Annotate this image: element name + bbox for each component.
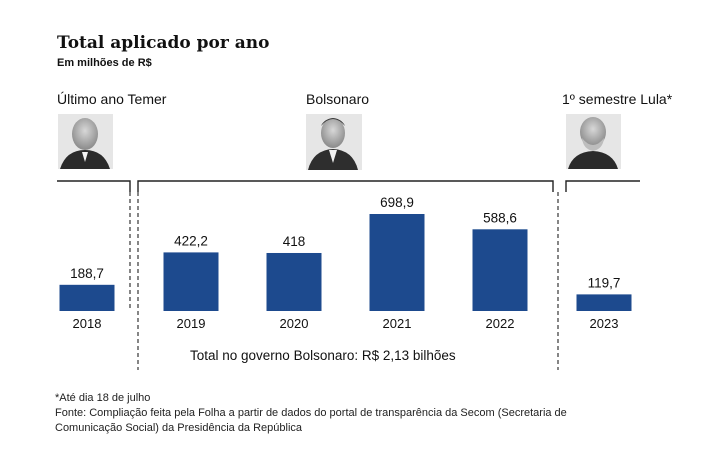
- temer-portrait-photo: [58, 114, 113, 169]
- group-label-bolsonaro: Bolsonaro: [306, 91, 369, 107]
- value-label-2018: 188,7: [70, 266, 104, 281]
- bar-2023: [576, 294, 632, 311]
- bracket-temer: [57, 180, 131, 192]
- bar-2022: [472, 229, 528, 311]
- bars-layer: 188,7 2018 422,2 2019 418 2020 698,9 2021 588,6 2…: [59, 195, 632, 331]
- bar-2021: [369, 214, 425, 311]
- bolsonaro-portrait-photo: [306, 114, 362, 170]
- tick-label-2022: 2022: [486, 316, 515, 331]
- chart-subtitle: Em milhões de R$: [57, 57, 152, 69]
- bracket-bolsonaro: [137, 180, 554, 192]
- lula-portrait-photo: [566, 114, 621, 169]
- tick-label-2023: 2023: [590, 316, 619, 331]
- footnote-source-line1: Fonte: Compliação feita pela Folha a par…: [55, 407, 567, 419]
- tick-label-2019: 2019: [177, 316, 206, 331]
- tick-label-2018: 2018: [73, 316, 102, 331]
- value-label-2019: 422,2: [174, 233, 208, 248]
- value-label-2022: 588,6: [483, 210, 517, 225]
- chart-title: Total aplicado por ano: [57, 33, 269, 53]
- value-label-2021: 698,9: [380, 195, 414, 210]
- group-label-temer: Último ano Temer: [57, 91, 167, 107]
- footnote-source-line2: Comunicação Social) da Presidência da Re…: [55, 422, 303, 434]
- total-bolsonaro-annotation: Total no governo Bolsonaro: R$ 2,13 bilh…: [190, 348, 456, 363]
- tick-label-2020: 2020: [280, 316, 309, 331]
- footnote-date: *Até dia 18 de julho: [55, 392, 150, 404]
- tick-label-2021: 2021: [383, 316, 412, 331]
- value-label-2020: 418: [283, 234, 306, 249]
- group-label-lula: 1º semestre Lula*: [562, 91, 673, 107]
- bar-2020: [266, 252, 322, 311]
- bar-2019: [163, 252, 219, 311]
- bracket-lula: [565, 180, 640, 192]
- bar-2018: [59, 284, 115, 311]
- value-label-2023: 119,7: [588, 275, 621, 290]
